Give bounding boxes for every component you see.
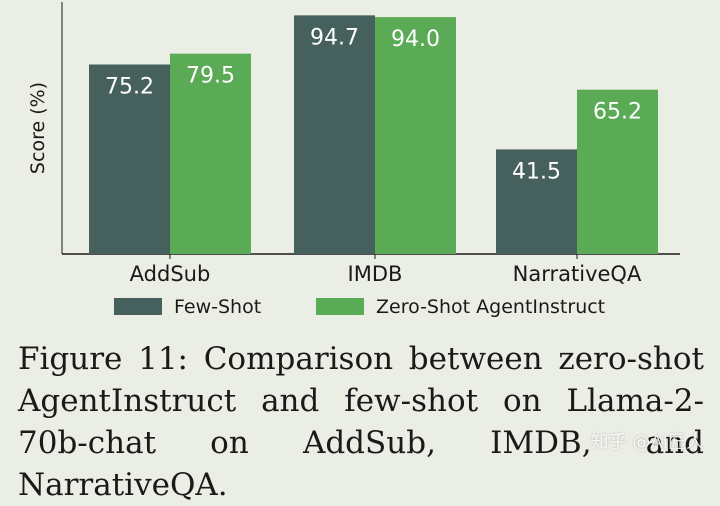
legend-label-zero-shot: Zero-Shot AgentInstruct	[376, 296, 605, 318]
value-labels-group: 75.2 94.7 41.5 79.5 94.0 65.2	[105, 25, 642, 184]
x-tick-label: IMDB	[348, 262, 403, 286]
watermark-text: 知乎 @AI匠人	[590, 432, 704, 453]
bar-zero-shot-addsub	[170, 53, 251, 254]
y-axis-label: Score (%)	[27, 82, 49, 174]
figure-caption: Figure 11: Comparison between zero-shot …	[18, 341, 704, 503]
bar-few-shot-narrativeqa	[496, 149, 577, 254]
x-ticks-group: AddSub IMDB NarrativeQA	[130, 254, 642, 286]
x-tick-label: AddSub	[130, 262, 211, 286]
bar-zero-shot-narrativeqa	[577, 89, 658, 254]
bar-chart: Score (%) 75.2 94.7 41.5 79.5 94.0 65.2 AddSu…	[27, 2, 680, 318]
legend-label-few-shot: Few-Shot	[174, 296, 261, 318]
bar-few-shot-imdb	[294, 15, 375, 254]
value-label: 41.5	[512, 159, 561, 184]
value-label: 79.5	[186, 64, 235, 89]
value-label: 75.2	[105, 74, 154, 99]
legend-swatch-zero-shot	[316, 298, 364, 315]
value-label: 94.0	[391, 27, 440, 52]
x-tick-label: NarrativeQA	[513, 262, 642, 286]
legend: Few-Shot Zero-Shot AgentInstruct	[114, 296, 605, 318]
value-label: 94.7	[310, 25, 359, 50]
bars-group	[89, 15, 658, 255]
bar-few-shot-addsub	[89, 64, 170, 254]
legend-swatch-few-shot	[114, 298, 162, 315]
value-label: 65.2	[593, 100, 642, 125]
bar-zero-shot-imdb	[375, 17, 456, 255]
